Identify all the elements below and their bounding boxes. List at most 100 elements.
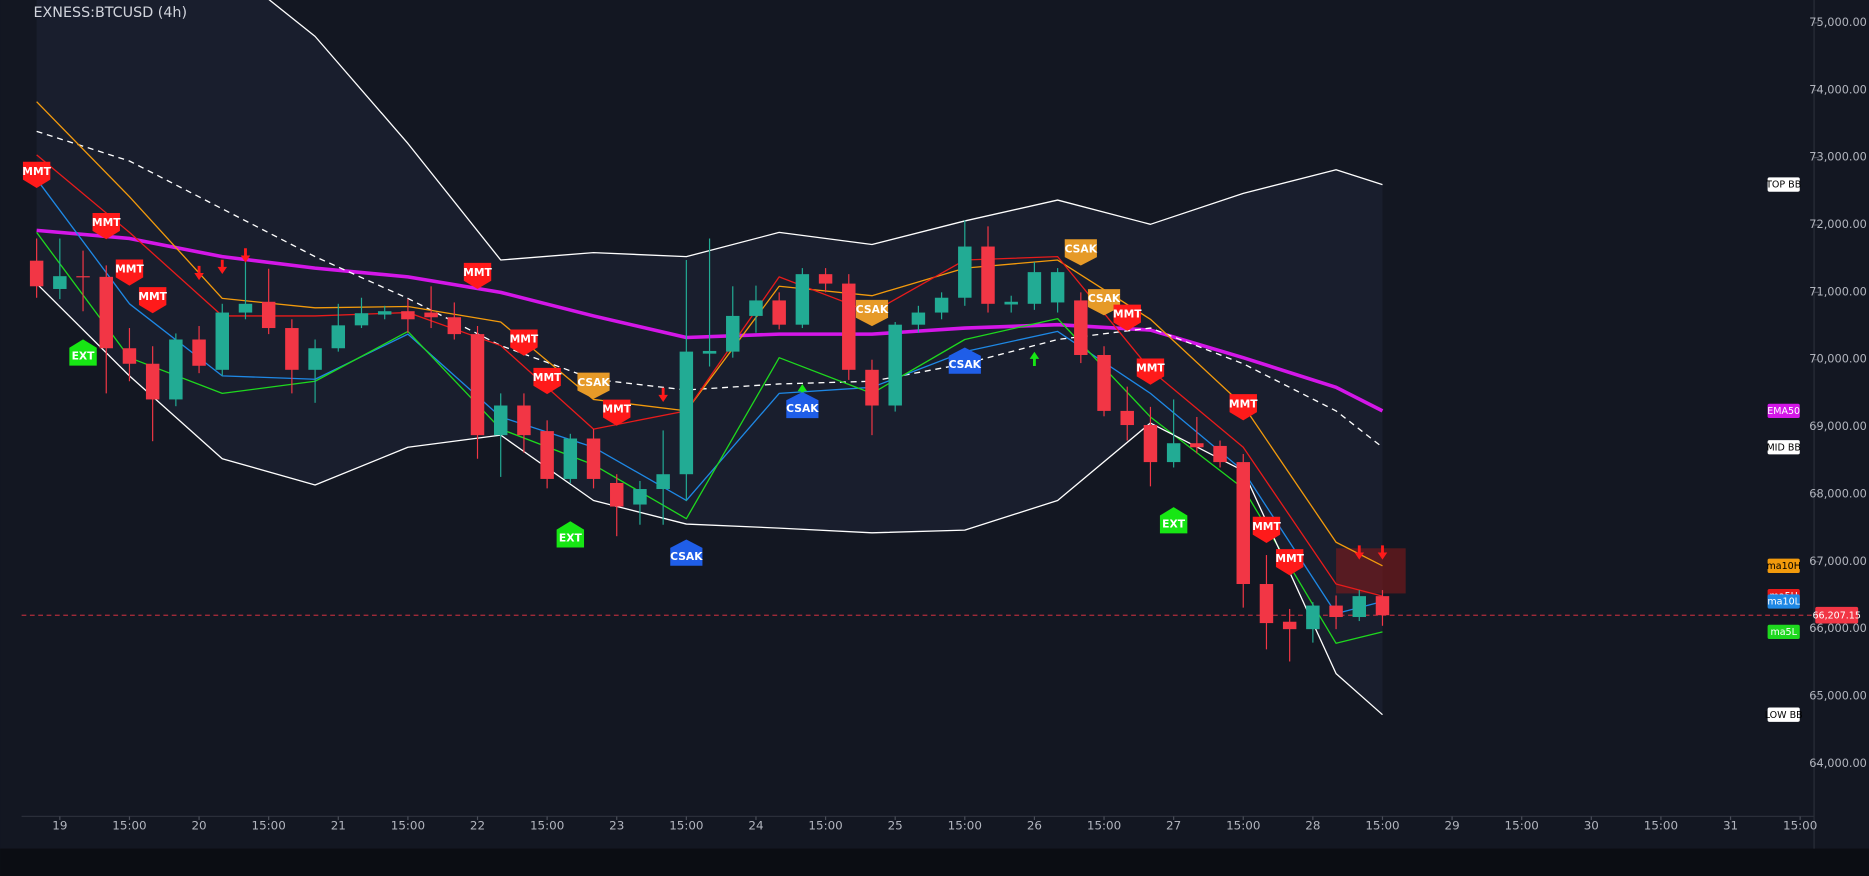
y-tick-label: 72,000.00 xyxy=(1809,217,1867,231)
candle-body xyxy=(1352,596,1367,618)
candle-body xyxy=(679,351,694,475)
series-tag-label: EMA50 xyxy=(1767,406,1800,417)
candle-body xyxy=(1306,605,1320,630)
signal-marker xyxy=(786,391,819,419)
x-tick-label: 24 xyxy=(748,818,763,832)
candle-body xyxy=(377,311,392,315)
candle-body xyxy=(1236,462,1250,585)
y-tick-label: 73,000.00 xyxy=(1809,150,1867,164)
candle-body xyxy=(981,246,995,304)
x-tick-label: 15:00 xyxy=(808,818,842,832)
signal-arrow xyxy=(797,384,808,399)
signal-label: MMT xyxy=(1275,552,1304,565)
series-tag xyxy=(1767,707,1800,722)
signal-label: CSAK xyxy=(786,402,819,415)
candle-body xyxy=(563,438,578,479)
signal-arrow xyxy=(240,248,251,263)
candle-body xyxy=(53,276,67,289)
signal-marker xyxy=(510,329,538,356)
candle-body xyxy=(354,313,369,326)
signal-marker xyxy=(138,287,167,314)
price-tag xyxy=(1815,606,1859,624)
candle-body xyxy=(29,260,44,287)
footer-bar xyxy=(0,848,1869,876)
signal-marker xyxy=(855,299,889,327)
y-tick-label: 71,000.00 xyxy=(1809,284,1867,298)
signal-label: MMT xyxy=(138,290,167,303)
y-tick-label: 68,000.00 xyxy=(1809,486,1867,500)
signal-label: EXT xyxy=(559,532,583,545)
signal-label: MMT xyxy=(1113,308,1142,321)
series-tag xyxy=(1767,177,1800,192)
y-tick-label: 67,000.00 xyxy=(1809,554,1867,568)
y-tick-label: 74,000.00 xyxy=(1809,82,1867,96)
candle-body xyxy=(493,405,508,436)
candle-body xyxy=(795,274,810,325)
candle-body xyxy=(76,276,90,278)
signal-label: CSAK xyxy=(577,376,610,389)
signal-marker xyxy=(1159,507,1188,534)
x-tick-label: 31 xyxy=(1723,818,1738,832)
candle-body xyxy=(1166,443,1181,463)
series-tag-label: MID BB xyxy=(1766,442,1800,453)
plot-area: MMT MMT MMT MMT EXT MMT MMT MMT CSAK MMT EXT CSAK CS… xyxy=(21,0,1815,716)
signal-label: CSAK xyxy=(670,550,703,563)
signal-label: MMT xyxy=(602,403,631,416)
chart-title: EXNESS:BTCUSD (4h) xyxy=(33,5,187,21)
x-tick-label: 21 xyxy=(331,818,346,832)
x-tick-label: 26 xyxy=(1027,818,1042,832)
signal-marker xyxy=(1087,289,1121,316)
x-tick-label: 28 xyxy=(1305,818,1320,832)
x-tick-label: 30 xyxy=(1584,818,1599,832)
candle-body xyxy=(1004,301,1018,305)
x-tick-label: 27 xyxy=(1166,818,1181,832)
x-tick-label: 15:00 xyxy=(1087,818,1121,832)
x-tick-label: 15:00 xyxy=(112,818,146,832)
series-tag-label: ma5L xyxy=(1770,627,1797,638)
signal-label: CSAK xyxy=(949,358,982,371)
y-tick-label: 75,000.00 xyxy=(1809,15,1867,29)
candle-body xyxy=(1143,425,1158,463)
signal-marker xyxy=(577,372,610,399)
signal-label: MMT xyxy=(22,165,51,178)
candle-body xyxy=(772,300,786,325)
series-tag xyxy=(1767,594,1800,609)
signal-marker xyxy=(115,259,144,286)
signal-marker xyxy=(1275,549,1304,576)
candle-body xyxy=(122,348,137,364)
x-tick-label: 15:00 xyxy=(948,818,982,832)
x-tick-label: 23 xyxy=(609,818,624,832)
candle-body xyxy=(261,301,276,329)
candle-body xyxy=(702,350,717,354)
candle-body xyxy=(1259,584,1274,624)
series-tag xyxy=(1767,440,1800,455)
candle-body xyxy=(749,300,763,316)
candle-body xyxy=(726,315,740,352)
candle-body xyxy=(145,363,160,400)
signal-marker xyxy=(948,347,981,374)
candle-body xyxy=(934,297,949,313)
signal-marker xyxy=(1113,304,1141,331)
candle-body xyxy=(99,276,113,349)
y-tick-label: 65,000.00 xyxy=(1809,689,1867,703)
series-tag xyxy=(1767,624,1800,639)
candle-body xyxy=(1213,445,1227,463)
candle-body xyxy=(656,474,670,490)
series-tag-label: ma10H xyxy=(1766,561,1800,572)
candle-body xyxy=(447,317,462,335)
signal-label: EXT xyxy=(72,350,96,363)
signal-marker xyxy=(670,539,703,566)
candle-body xyxy=(1190,443,1204,448)
series-tag-label: ma10L xyxy=(1767,597,1800,608)
signal-label: MMT xyxy=(1229,397,1258,410)
signal-label: CSAK xyxy=(1065,242,1098,255)
signal-marker xyxy=(1136,358,1165,385)
signal-label: MMT xyxy=(510,333,539,346)
signal-marker xyxy=(1229,394,1257,421)
candle-body xyxy=(1375,596,1390,616)
series-tag-label: LOW BB xyxy=(1765,710,1803,721)
indicator-line xyxy=(36,130,1383,448)
candle-body xyxy=(610,482,624,507)
